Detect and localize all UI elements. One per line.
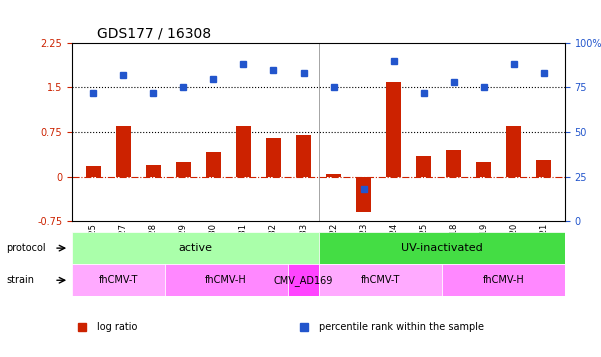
Text: strain: strain (6, 275, 34, 285)
Text: fhCMV-H: fhCMV-H (483, 275, 524, 285)
Bar (296, 135, 311, 177)
Bar (175, 162, 191, 177)
FancyBboxPatch shape (319, 232, 565, 264)
Text: fhCMV-T: fhCMV-T (361, 275, 400, 285)
Text: protocol: protocol (6, 243, 46, 253)
Text: UV-inactivated: UV-inactivated (401, 243, 483, 253)
FancyBboxPatch shape (72, 232, 319, 264)
Bar (115, 126, 130, 177)
Text: CMV_AD169: CMV_AD169 (273, 275, 333, 286)
Bar (506, 126, 521, 177)
Text: GDS177 / 16308: GDS177 / 16308 (97, 26, 211, 40)
Bar (206, 152, 221, 177)
FancyBboxPatch shape (165, 264, 288, 296)
Text: active: active (178, 243, 212, 253)
Text: percentile rank within the sample: percentile rank within the sample (319, 322, 484, 332)
Bar (416, 156, 431, 177)
FancyBboxPatch shape (442, 264, 565, 296)
Bar (85, 166, 100, 177)
FancyBboxPatch shape (319, 264, 442, 296)
Bar (326, 174, 341, 177)
Bar (446, 150, 461, 177)
Bar (145, 165, 160, 177)
Bar (386, 81, 401, 177)
Bar (536, 160, 551, 177)
Bar (476, 162, 491, 177)
FancyBboxPatch shape (288, 264, 319, 296)
Text: fhCMV-T: fhCMV-T (99, 275, 138, 285)
Bar (356, 177, 371, 212)
Bar (236, 126, 251, 177)
Text: fhCMV-H: fhCMV-H (206, 275, 247, 285)
Text: log ratio: log ratio (97, 322, 137, 332)
FancyBboxPatch shape (72, 264, 165, 296)
Bar (266, 138, 281, 177)
